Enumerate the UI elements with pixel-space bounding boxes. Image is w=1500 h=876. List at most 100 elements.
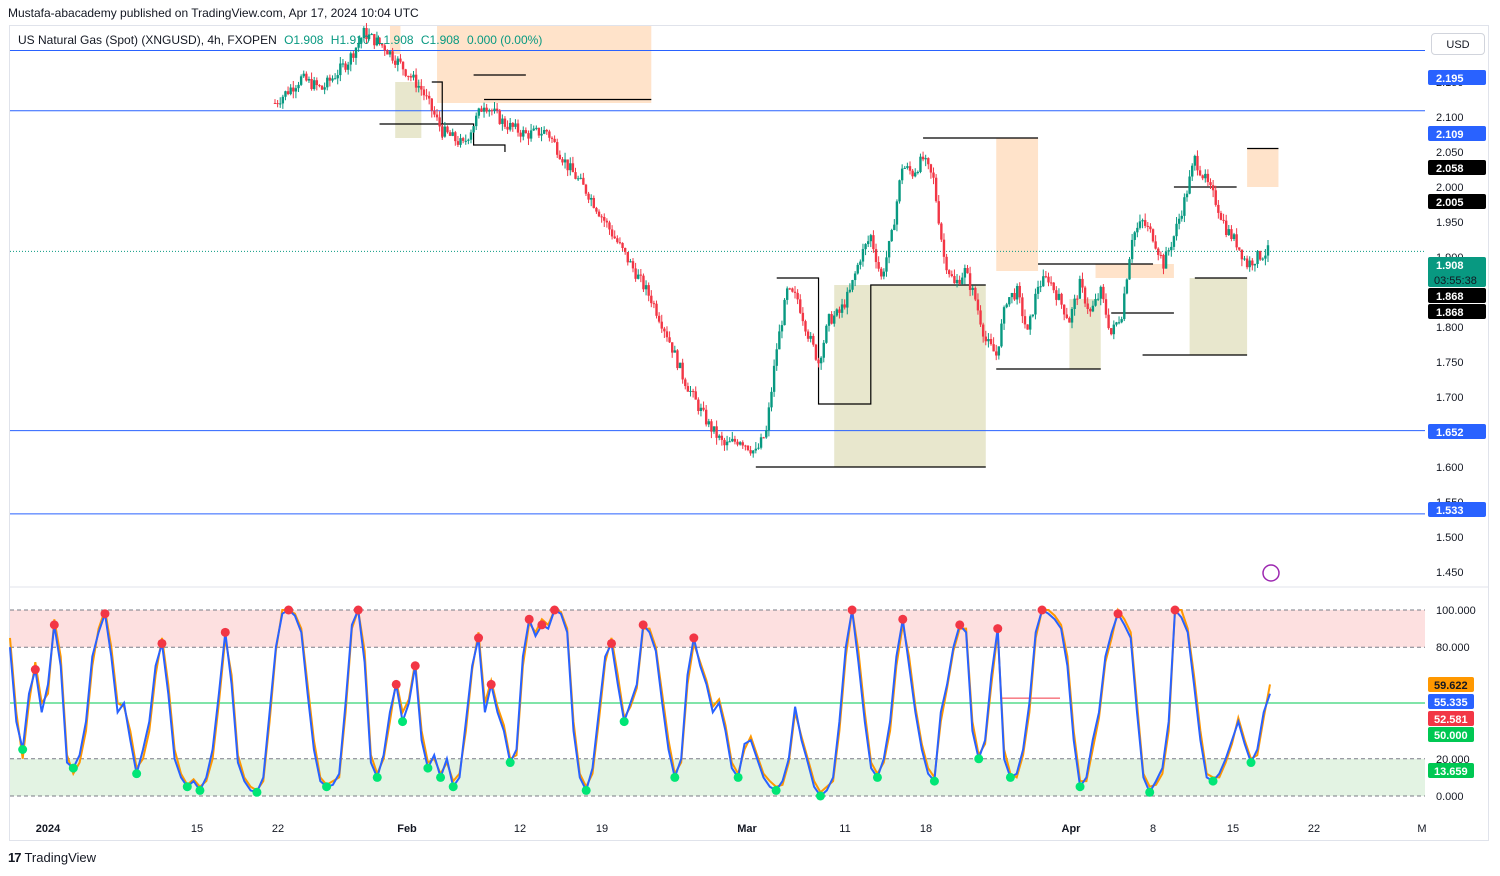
footer-branding[interactable]: 17 TradingView xyxy=(8,850,96,865)
candle-body xyxy=(1089,308,1092,312)
candle-body xyxy=(762,437,765,439)
candle-body xyxy=(401,61,405,70)
candle-body xyxy=(981,324,985,337)
candle-body xyxy=(900,168,904,181)
candle-body xyxy=(1015,285,1019,300)
candle-body xyxy=(333,78,337,80)
candle-body xyxy=(966,268,969,274)
candle-body xyxy=(482,107,486,112)
candle-body xyxy=(801,312,805,322)
candle-body xyxy=(681,362,684,380)
candle-body xyxy=(1013,293,1016,300)
candle-body xyxy=(1117,322,1121,324)
candle-body xyxy=(273,103,277,104)
oversold-dot xyxy=(670,772,680,782)
oversold-dot xyxy=(974,754,984,764)
candle-body xyxy=(770,391,773,408)
candle-body xyxy=(537,127,541,136)
candle-body xyxy=(1110,328,1113,335)
candle-body xyxy=(639,274,643,276)
candle-body xyxy=(407,75,410,77)
candle-body xyxy=(425,95,428,97)
candle-body xyxy=(663,328,666,332)
candle-body xyxy=(1172,236,1176,247)
overbought-dot xyxy=(993,624,1003,634)
candle-body xyxy=(516,123,520,133)
candle-body xyxy=(1162,254,1165,269)
candle-body xyxy=(514,123,517,127)
candle-body xyxy=(1125,279,1129,294)
candle-body xyxy=(477,108,481,116)
candle-body xyxy=(312,80,316,90)
candle-body xyxy=(984,336,987,342)
candle-body xyxy=(548,131,551,138)
candle-body xyxy=(778,331,781,350)
symbol-name[interactable]: US Natural Gas (Spot) (XNGUSD), 4h, FXOP… xyxy=(18,33,277,47)
price-tag-label: 1.908 xyxy=(1436,260,1464,272)
zone-demand-2 xyxy=(395,82,422,138)
candle-body xyxy=(1070,308,1074,323)
structure-line-5 xyxy=(776,277,986,405)
candle-body xyxy=(924,158,927,160)
structure-line-1 xyxy=(431,81,506,152)
candle-body xyxy=(621,242,624,249)
candle-body xyxy=(644,285,648,290)
candle-body xyxy=(785,288,789,300)
candle-body xyxy=(1044,276,1048,278)
oversold-dot xyxy=(18,745,28,754)
oversold-dot xyxy=(1145,787,1155,797)
candle-body xyxy=(686,386,690,392)
osc-value-tag-label: 55.335 xyxy=(1434,697,1468,709)
candle-body xyxy=(1130,239,1134,260)
candle-body xyxy=(299,76,303,85)
overbought-dot xyxy=(474,633,484,643)
candle-body xyxy=(1167,250,1170,252)
candle-body xyxy=(459,138,462,145)
candle-body xyxy=(963,268,967,278)
candle-body xyxy=(1128,259,1131,280)
candle-body xyxy=(469,132,473,140)
candle-body xyxy=(945,256,948,271)
candle-body xyxy=(793,291,797,293)
candle-body xyxy=(399,58,402,62)
candle-body xyxy=(558,154,562,160)
candle-body xyxy=(600,216,603,218)
candle-body xyxy=(1112,324,1116,335)
candle-body xyxy=(976,299,980,311)
candle-body xyxy=(848,289,852,292)
candle-body xyxy=(380,43,384,46)
candle-body xyxy=(647,285,650,296)
candle-body xyxy=(1201,175,1204,179)
candle-body xyxy=(712,426,716,432)
candle-body xyxy=(890,230,893,242)
currency-button[interactable]: USD xyxy=(1431,33,1485,55)
tradingview-logo-icon: 17 xyxy=(8,850,22,865)
candle-body xyxy=(830,314,833,324)
candle-body xyxy=(932,172,935,178)
candle-body xyxy=(759,437,763,448)
candle-body xyxy=(1235,234,1238,248)
zone-demand-7 xyxy=(1189,278,1248,355)
osc-value-tag-label: 50.000 xyxy=(1434,730,1468,742)
overbought-dot xyxy=(638,620,648,630)
candle-body xyxy=(906,166,909,168)
oversold-dot xyxy=(132,769,142,779)
price-tag xyxy=(1428,70,1486,85)
oversold-dot xyxy=(448,782,458,792)
candle-body xyxy=(929,164,933,173)
candle-body xyxy=(1214,190,1217,205)
candle-body xyxy=(1133,232,1136,240)
lightning-icon[interactable] xyxy=(1262,564,1280,582)
zone-supply-0 xyxy=(437,26,652,103)
candle-body xyxy=(493,108,496,111)
candle-body xyxy=(1026,324,1029,330)
candle-body xyxy=(1123,293,1126,320)
overbought-dot xyxy=(486,679,496,689)
candle-body xyxy=(1177,218,1181,224)
candle-body xyxy=(467,139,470,141)
candle-body xyxy=(1248,260,1251,268)
candle-body xyxy=(1136,227,1139,233)
candle-body xyxy=(331,78,334,81)
candle-body xyxy=(352,53,355,58)
